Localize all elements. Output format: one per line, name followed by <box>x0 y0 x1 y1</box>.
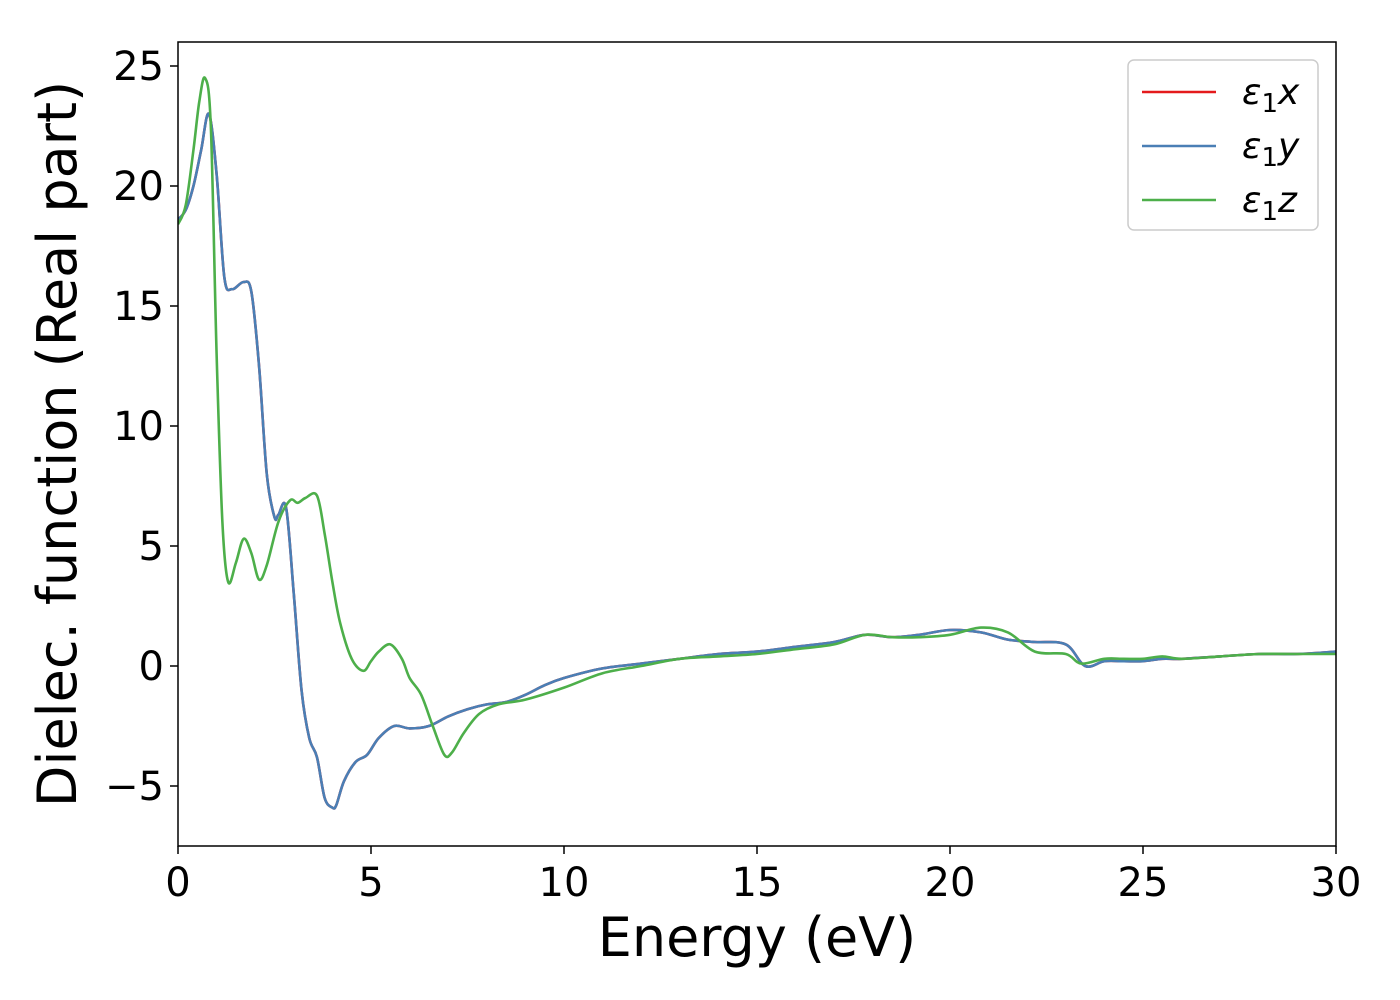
x-tick-label: 10 <box>539 860 590 906</box>
y-tick-label: 10 <box>113 404 164 450</box>
y-tick-label: −5 <box>105 764 164 810</box>
legend-label-epsilon1-y: ε1y <box>1242 126 1300 173</box>
x-tick-label: 0 <box>165 860 190 906</box>
x-tick-label: 25 <box>1118 860 1169 906</box>
x-tick-label: 20 <box>925 860 976 906</box>
x-axis-label: Energy (eV) <box>598 906 917 969</box>
x-tick-label: 30 <box>1311 860 1362 906</box>
x-tick-label: 5 <box>358 860 383 906</box>
x-tick-label: 15 <box>732 860 783 906</box>
series-line-epsilon1-z <box>178 76 1336 759</box>
y-tick-label: 5 <box>139 524 164 570</box>
series-layer <box>178 76 1336 810</box>
legend-label-epsilon1-z: ε1z <box>1242 180 1298 227</box>
y-tick-label: 0 <box>139 644 164 690</box>
y-tick-label: 25 <box>113 44 164 90</box>
y-axis-ticks: −5 0 5 10 15 20 25 <box>105 44 178 810</box>
x-axis-ticks: 0 5 10 15 20 25 30 <box>165 846 1361 906</box>
legend-box <box>1127 59 1319 231</box>
y-tick-label: 15 <box>113 284 164 330</box>
legend-label-epsilon1-x: ε1x <box>1242 72 1300 119</box>
legend: ε1x ε1y ε1z <box>1127 59 1319 231</box>
y-tick-label: 20 <box>113 164 164 210</box>
series-line-epsilon1-y <box>178 112 1336 810</box>
y-axis-label: Dielec. function (Real part) <box>26 81 89 807</box>
